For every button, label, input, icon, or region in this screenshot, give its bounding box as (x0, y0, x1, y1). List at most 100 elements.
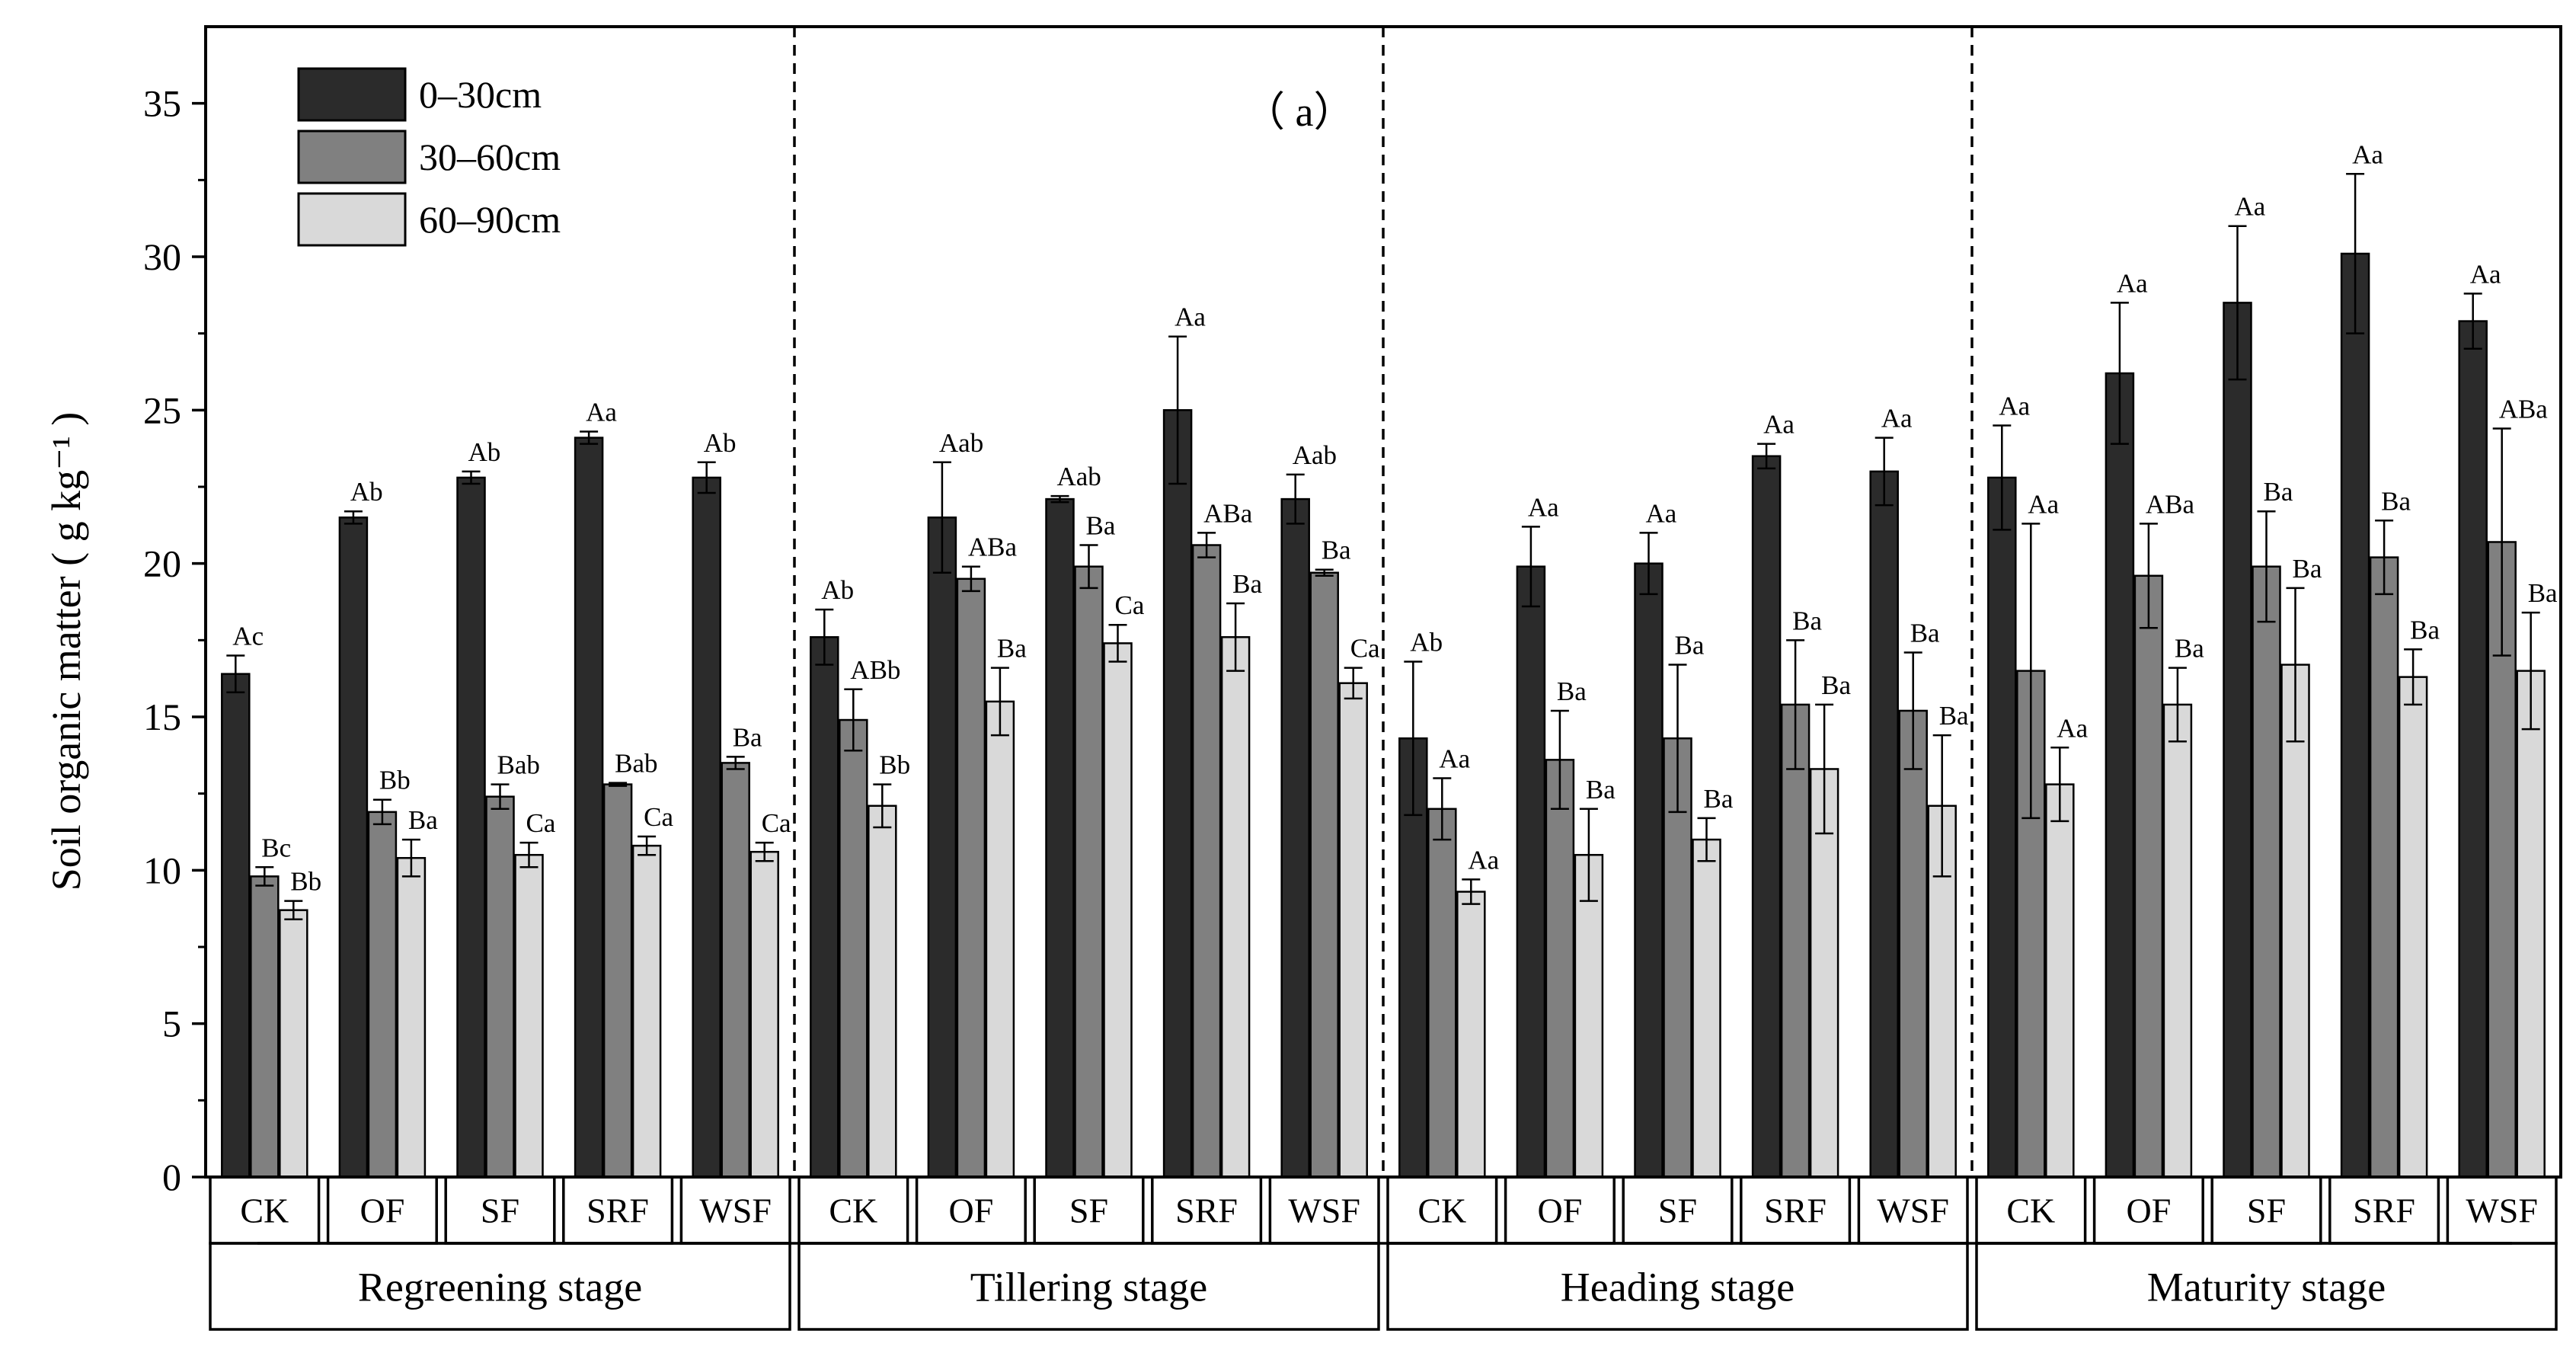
bar (1634, 562, 1664, 1179)
category-label: OF (948, 1191, 993, 1230)
y-tick-label: 35 (143, 82, 181, 125)
bars-layer: Ac Bc Bb Ab Bb Ba Ab Bab Ca Aa Bab Ca Ab Ba Ca Ab ABb Bb A… (221, 139, 2558, 1179)
significance-label: Aa (1763, 410, 1795, 440)
axes-layer: 0 5 10 15 20 25 30 35 (143, 25, 2562, 1198)
bar (1074, 565, 1104, 1179)
significance-label: Ba (1704, 784, 1734, 814)
bar (396, 856, 427, 1179)
bar (2516, 670, 2546, 1179)
category-label: OF (360, 1191, 404, 1230)
y-tick-label: 15 (143, 696, 181, 738)
bar (2340, 252, 2370, 1179)
significance-label: Ba (2410, 615, 2440, 645)
bar (839, 718, 868, 1179)
significance-label: Ba (2264, 477, 2293, 507)
significance-label: Ba (2528, 578, 2558, 608)
bar (2252, 565, 2281, 1179)
category-label: SF (1069, 1191, 1108, 1230)
significance-label: Aa (1646, 498, 1677, 528)
significance-label: Aa (1468, 845, 1499, 875)
significance-label: Ba (1086, 511, 1116, 541)
significance-label: Ba (1821, 670, 1851, 700)
category-label: OF (2126, 1191, 2171, 1230)
bar (985, 700, 1015, 1179)
significance-label: Ba (733, 722, 762, 752)
bar (2398, 676, 2428, 1179)
significance-label: Ba (997, 634, 1027, 664)
legend-swatch (297, 130, 407, 184)
category-label: CK (240, 1191, 289, 1230)
stage-label: Heading stage (1561, 1265, 1795, 1310)
y-axis-label: Soil organic matter ( g kg⁻¹ ) (43, 412, 89, 891)
y-tick-label: 0 (162, 1156, 181, 1198)
significance-label: Ba (1910, 618, 1940, 648)
bar (456, 476, 486, 1179)
category-label: SRF (586, 1191, 649, 1230)
significance-label: Bc (261, 833, 291, 862)
bar (338, 517, 369, 1179)
stage-cell (1975, 1242, 2558, 1331)
significance-label: Aab (1293, 440, 1337, 470)
significance-label: Ab (1410, 628, 1443, 657)
stage-label: Maturity stage (2147, 1265, 2386, 1310)
significance-label: Aa (1439, 744, 1470, 774)
category-table: CK OF SF SRF WSF Regreening stage CK OF SF SRF WSF… (209, 1175, 2558, 1331)
bar (2133, 574, 2164, 1179)
bar (2223, 302, 2252, 1179)
significance-label: ABb (850, 655, 900, 685)
bar (1545, 759, 1575, 1179)
y-tick-label: 20 (143, 542, 181, 585)
legend-label: 60–90cm (419, 198, 561, 241)
bar (602, 783, 633, 1179)
panel-label: （ a） (1244, 89, 1354, 135)
bar (1869, 470, 1899, 1179)
bar (1280, 497, 1310, 1179)
significance-label: Aab (1057, 462, 1101, 491)
stage-label: Regreening stage (358, 1265, 642, 1310)
significance-label: Aa (1881, 404, 1913, 433)
bar (1309, 571, 1339, 1179)
legend-label: 0–30cm (419, 73, 542, 116)
legend: 0–30cm 30–60cm 60–90cm (297, 67, 561, 247)
significance-label: Ca (1115, 590, 1145, 620)
significance-label: Aa (2235, 192, 2266, 222)
bar (749, 850, 779, 1179)
significance-label: Bb (379, 766, 411, 795)
significance-label: Ca (1350, 634, 1380, 664)
significance-label: ABa (968, 533, 1018, 562)
significance-label: Ba (408, 805, 438, 835)
stage-cell (1386, 1242, 1969, 1331)
significance-label: Ab (350, 477, 383, 507)
significance-label: Ac (232, 621, 264, 651)
bar (2045, 783, 2075, 1179)
y-tick-label: 30 (143, 235, 181, 278)
bar (1045, 497, 1075, 1179)
bar (1751, 455, 1782, 1179)
significance-label: Ba (1557, 677, 1587, 706)
category-label: SF (1658, 1191, 1697, 1230)
bar (1987, 476, 2017, 1179)
significance-label: Aa (2352, 139, 2383, 169)
bar (367, 811, 398, 1179)
stage-cell (797, 1242, 1380, 1331)
significance-label: ABa (1203, 498, 1253, 528)
bar (1103, 642, 1133, 1179)
plot-frame (204, 25, 2562, 1179)
category-label: WSF (2466, 1191, 2538, 1230)
y-tick-label: 25 (143, 389, 181, 431)
significance-label: Ba (1586, 775, 1616, 804)
significance-label: Ab (468, 437, 501, 467)
legend-swatch (297, 192, 407, 247)
significance-label: Aa (2470, 259, 2501, 289)
bar (1780, 703, 1811, 1179)
bar (810, 636, 839, 1179)
significance-label: Ba (1322, 536, 1351, 565)
significance-label: ABa (2146, 489, 2195, 519)
significance-label: Aa (2057, 713, 2088, 743)
bar (721, 762, 750, 1179)
legend-label: 30–60cm (419, 136, 561, 178)
category-label: WSF (1288, 1191, 1360, 1230)
significance-label: Aa (586, 398, 617, 427)
category-label: OF (1537, 1191, 1582, 1230)
